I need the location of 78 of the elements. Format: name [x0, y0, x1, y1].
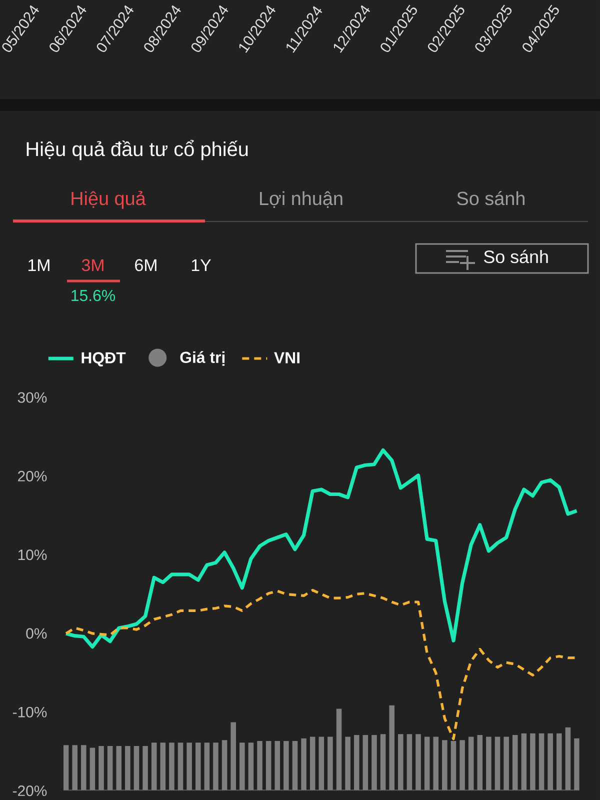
- bar: [257, 740, 262, 790]
- text: 1M: [28, 259, 50, 271]
- y-tick-label: 0%: [26, 628, 47, 639]
- legend-label: HQĐT: [82, 352, 126, 366]
- text: So sánh: [484, 250, 548, 264]
- y-tick-label: 10%: [18, 550, 47, 560]
- bar: [336, 708, 342, 790]
- bar: [521, 733, 527, 790]
- chart-title: Hiệu quả đầu tư cổ phiếu: [26, 140, 248, 160]
- legend-label: VNI: [274, 352, 300, 364]
- bar: [512, 735, 518, 790]
- bar: [284, 740, 289, 790]
- bar: [574, 738, 580, 790]
- bar: [486, 736, 492, 790]
- bar: [301, 738, 306, 790]
- text: 15.6%: [72, 290, 116, 302]
- bar: [274, 740, 280, 790]
- text: 6M: [135, 259, 156, 272]
- bar: [504, 736, 509, 790]
- y-tick-label: 20%: [18, 470, 47, 482]
- bar: [548, 733, 553, 790]
- bar: [213, 742, 218, 790]
- bar: [354, 735, 360, 790]
- bar: [442, 740, 448, 790]
- bar: [416, 734, 421, 790]
- bar: [538, 733, 544, 790]
- bar: [63, 745, 69, 790]
- bar: [90, 748, 96, 790]
- bar: [169, 742, 174, 790]
- bar: [450, 740, 456, 790]
- y-tick-label: 30%: [18, 392, 47, 403]
- bar: [266, 740, 272, 790]
- bar: [460, 740, 465, 790]
- bar: [178, 742, 184, 790]
- bar: [292, 740, 298, 790]
- y-tick-label: -10%: [12, 706, 47, 718]
- text: Lợi nhuận: [260, 191, 342, 208]
- bar: [424, 736, 430, 790]
- bar: [134, 746, 140, 790]
- bar: [433, 736, 439, 790]
- bar: [389, 705, 394, 790]
- bar: [556, 733, 562, 790]
- bar: [151, 742, 157, 790]
- bar: [362, 735, 368, 790]
- bar: [195, 742, 201, 790]
- bar: [72, 745, 78, 790]
- bar: [530, 733, 536, 790]
- bar: [107, 746, 113, 790]
- bar: [494, 736, 500, 790]
- text: So sánh: [457, 191, 524, 206]
- bar: [98, 746, 104, 790]
- bar: [125, 746, 130, 790]
- bar: [372, 735, 377, 790]
- legend-label: Giá trị: [180, 351, 225, 366]
- bar: [406, 734, 412, 790]
- bar: [398, 734, 404, 790]
- bar: [160, 742, 166, 790]
- bar: [204, 742, 210, 790]
- bar: [240, 742, 245, 790]
- bar: [328, 736, 333, 790]
- bar: [468, 736, 474, 790]
- bar: [222, 740, 228, 790]
- y-tick-label: -20%: [12, 785, 47, 796]
- bar: [318, 736, 324, 790]
- bar: [345, 736, 350, 790]
- bar: [477, 735, 483, 790]
- text: 1Y: [192, 259, 211, 271]
- bar: [380, 734, 386, 790]
- bar: [142, 746, 148, 790]
- bar: [116, 746, 122, 790]
- text: Hiệu quả: [72, 190, 146, 209]
- bar: [310, 736, 316, 790]
- bar: [81, 745, 86, 790]
- bar: [248, 742, 254, 790]
- bar: [186, 742, 192, 790]
- text: 3M: [82, 259, 104, 272]
- bar: [565, 727, 571, 790]
- bar: [230, 722, 236, 790]
